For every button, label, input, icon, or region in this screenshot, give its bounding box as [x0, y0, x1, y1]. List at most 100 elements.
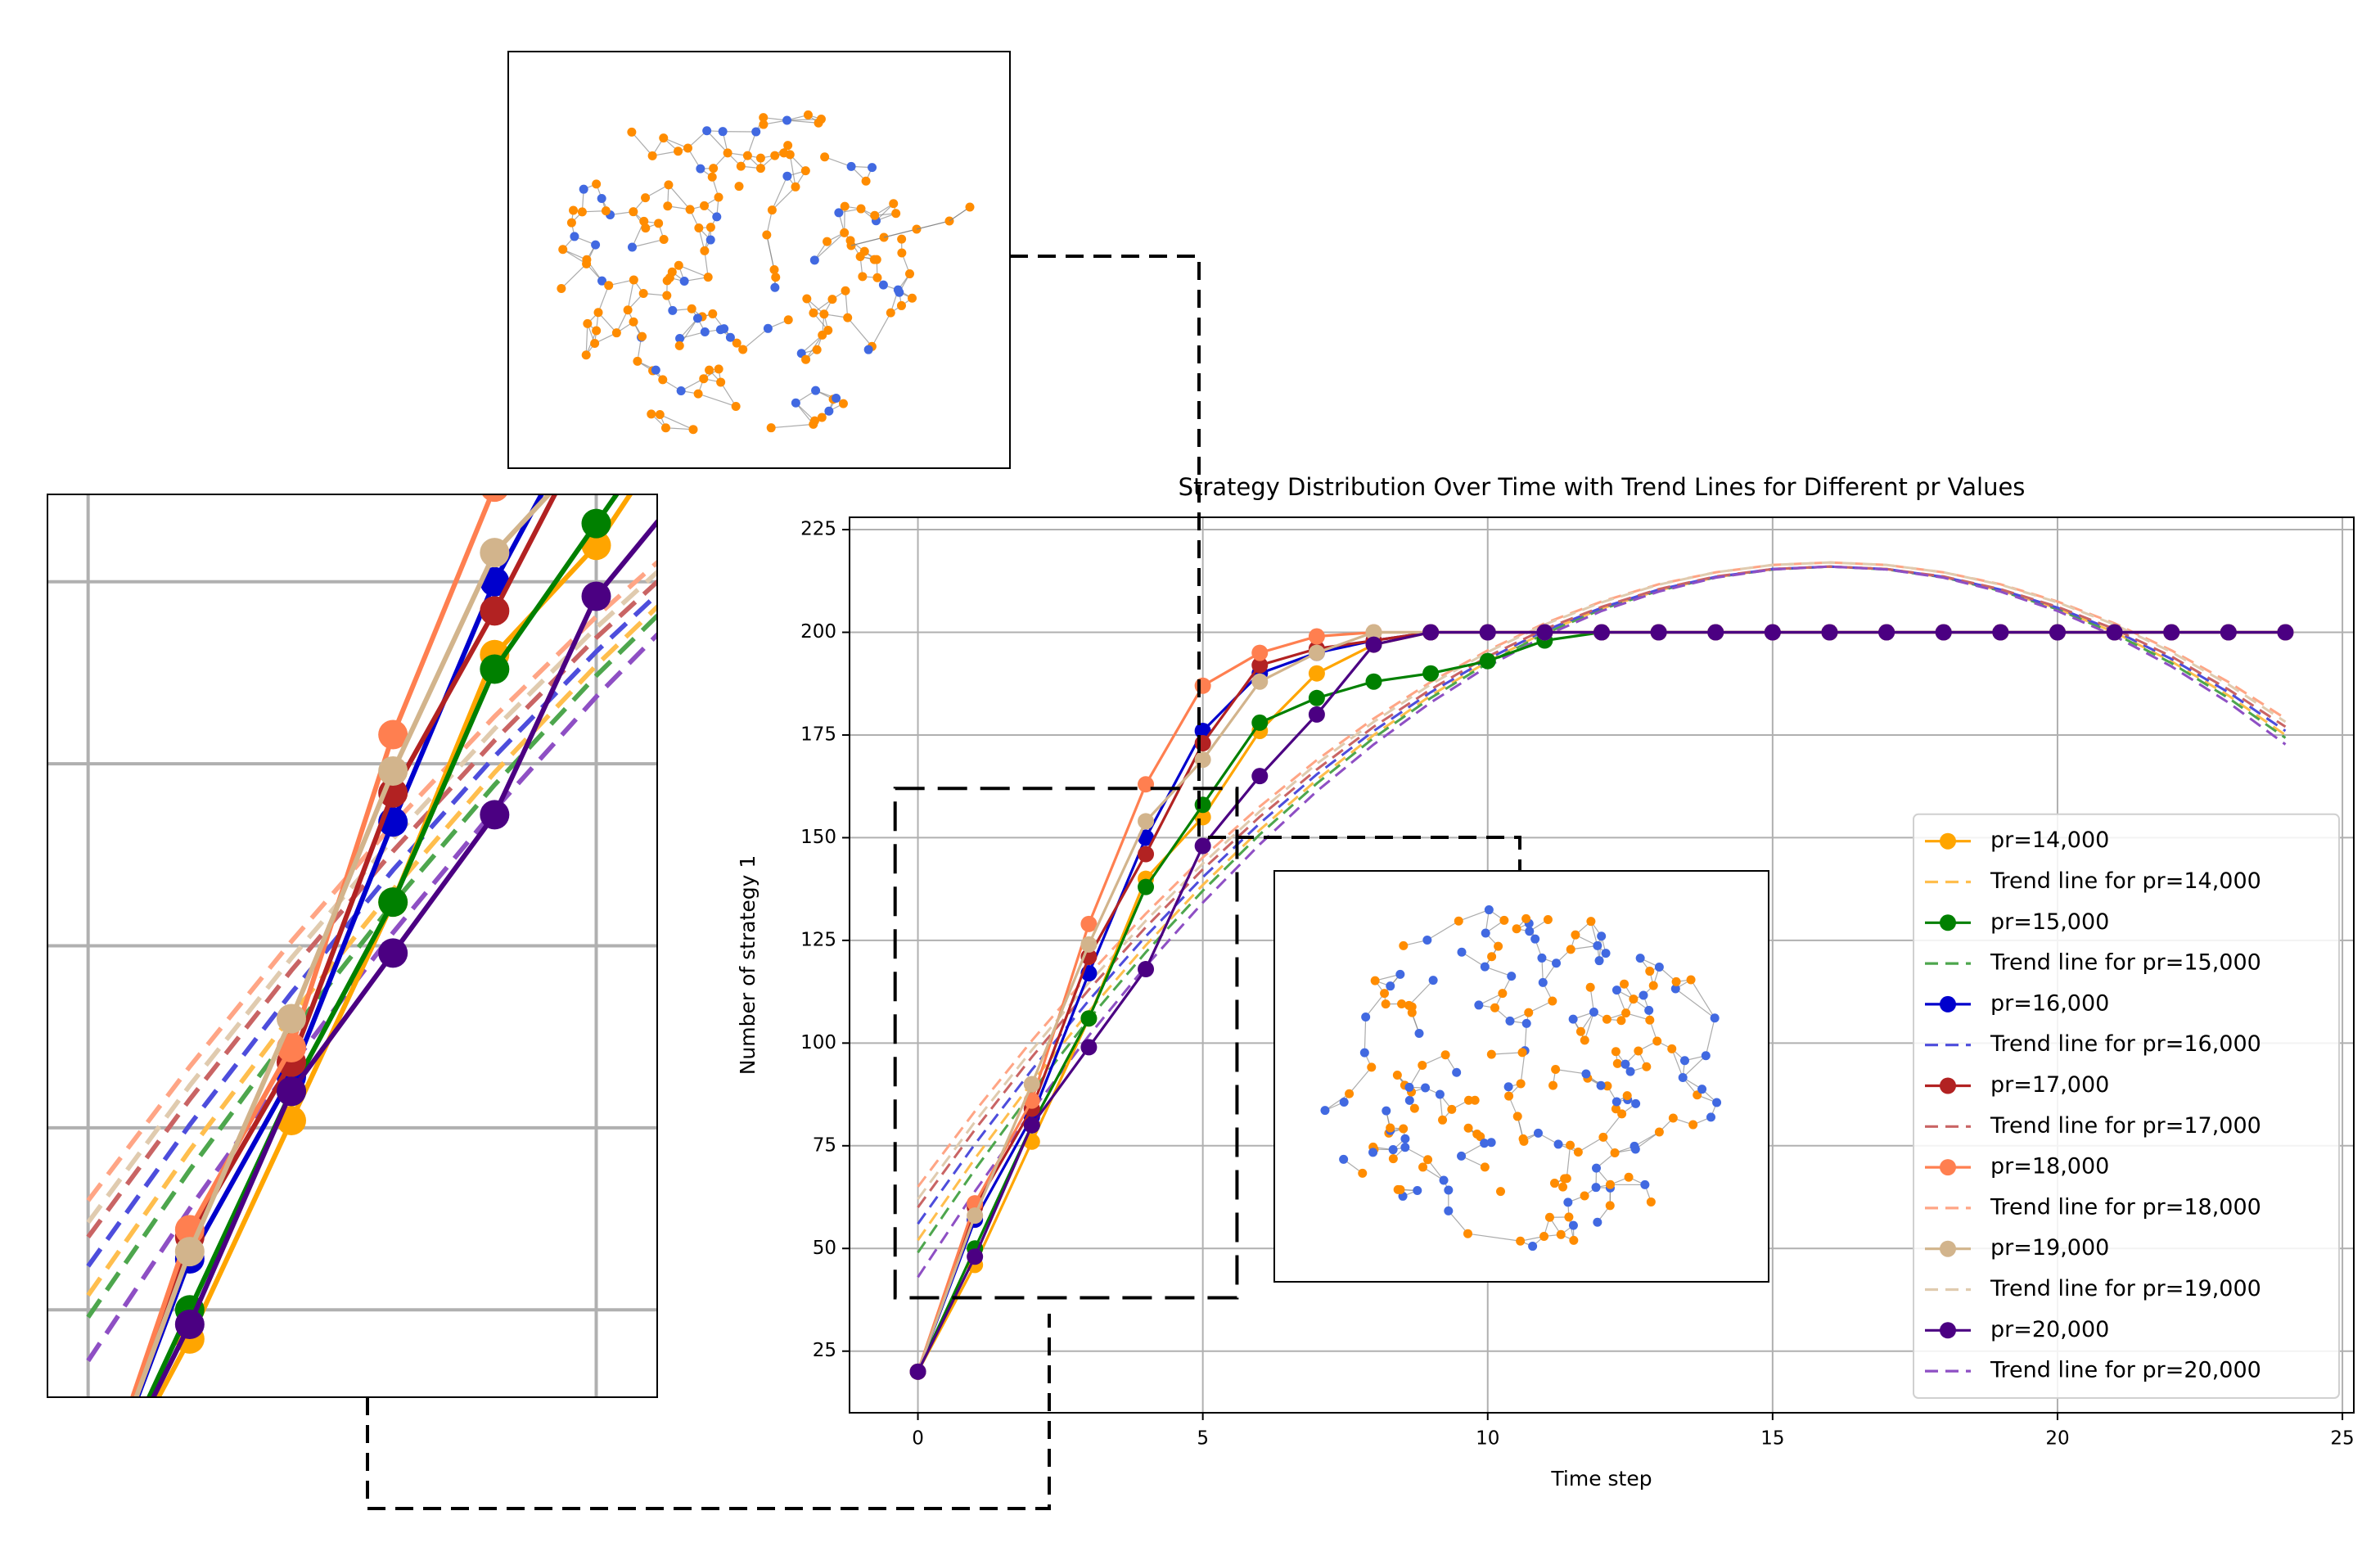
network-node	[731, 401, 741, 411]
network-node	[841, 286, 850, 295]
y-tick-label: 225	[800, 519, 836, 540]
network-node	[1539, 1231, 1549, 1241]
data-point	[1308, 706, 1325, 723]
y-tick-label: 200	[800, 621, 836, 643]
network-node	[791, 182, 800, 192]
network-node	[623, 305, 633, 315]
network-node	[1568, 1220, 1578, 1230]
network-node	[783, 315, 793, 325]
trend-line	[86, 579, 657, 1238]
network-node	[662, 291, 672, 300]
network-edge	[787, 120, 819, 124]
data-point	[1251, 673, 1269, 690]
trend-line	[86, 603, 657, 1297]
network-node	[696, 164, 705, 174]
network-node	[1596, 1080, 1606, 1090]
network-node	[1568, 1014, 1578, 1024]
network-node	[679, 277, 689, 286]
data-point	[378, 938, 408, 968]
network-node	[1494, 941, 1503, 951]
network-node	[1594, 956, 1604, 966]
network-node	[1399, 1124, 1409, 1134]
network-edge	[1427, 920, 1459, 941]
network-node	[597, 193, 606, 203]
network-node	[823, 237, 832, 246]
network-node	[1551, 1065, 1561, 1075]
network-edge	[631, 131, 653, 156]
network-node	[907, 293, 917, 303]
network-node	[1470, 1095, 1480, 1105]
data-point	[1365, 624, 1382, 641]
network-node	[861, 176, 871, 186]
network-node	[591, 240, 601, 250]
network-node	[763, 323, 773, 333]
data-point	[1308, 644, 1325, 661]
x-tick-label: 15	[1760, 1428, 1784, 1450]
data-point	[1138, 846, 1155, 863]
network-node	[809, 308, 818, 318]
legend-label: Trend line for pr=18,000	[1990, 1194, 2261, 1220]
network-node	[1382, 1106, 1391, 1116]
data-point	[1707, 624, 1724, 641]
legend-label: Trend line for pr=19,000	[1990, 1276, 2261, 1301]
network-node	[601, 206, 611, 216]
network-node	[1624, 1172, 1634, 1182]
x-tick-label: 25	[2330, 1428, 2354, 1450]
network-node	[1361, 1013, 1371, 1022]
data-point	[1194, 796, 1211, 814]
network-node	[1654, 962, 1664, 972]
network-node	[725, 332, 735, 342]
network-node	[1610, 1148, 1620, 1157]
data-point	[1251, 644, 1269, 661]
network-node	[1400, 1134, 1410, 1143]
network-node	[1474, 1000, 1484, 1010]
network-node	[627, 242, 637, 252]
network-node	[1537, 953, 1547, 963]
network-edge	[1324, 1093, 1350, 1112]
network-node	[1320, 1106, 1330, 1116]
network-node	[592, 179, 602, 189]
network-node	[819, 309, 829, 319]
network-edge	[1364, 1017, 1367, 1053]
network-node	[1395, 969, 1405, 979]
network-edge	[1409, 980, 1434, 1006]
network-node	[1560, 1174, 1570, 1184]
network-node	[766, 423, 776, 433]
network-edge	[597, 312, 617, 334]
network-node	[870, 210, 880, 220]
data-point	[1650, 624, 1667, 641]
data-point	[1080, 1010, 1098, 1027]
network-node	[1359, 1048, 1369, 1058]
network-node	[1505, 1016, 1515, 1026]
network-edge	[585, 323, 588, 355]
network-edge	[916, 220, 950, 230]
network-node	[1399, 940, 1409, 950]
legend-label: pr=16,000	[1990, 990, 2109, 1016]
network-node	[840, 228, 850, 237]
network-node	[872, 273, 882, 282]
network-node	[1428, 976, 1438, 985]
data-point	[2163, 624, 2180, 641]
network-edge	[1578, 1136, 1604, 1153]
network-node	[659, 235, 669, 245]
network-node	[707, 172, 717, 182]
network-node	[1519, 1136, 1529, 1146]
network-node	[1407, 1008, 1417, 1017]
network-node	[812, 345, 822, 354]
network-node	[759, 113, 769, 123]
zoom-panel	[47, 494, 658, 1398]
network-node	[674, 260, 683, 270]
network-node	[674, 341, 684, 350]
network-node	[718, 127, 728, 137]
network-node	[566, 218, 576, 228]
network-node	[1454, 916, 1463, 926]
data-point	[1023, 1116, 1040, 1134]
zoom-region	[893, 787, 1239, 1300]
network-node	[1644, 1005, 1654, 1015]
network-node	[659, 133, 669, 143]
data-point	[1138, 961, 1155, 978]
network-edge	[845, 291, 849, 318]
network-node	[872, 255, 881, 264]
network-node	[1616, 1016, 1626, 1026]
network-node	[577, 207, 587, 217]
